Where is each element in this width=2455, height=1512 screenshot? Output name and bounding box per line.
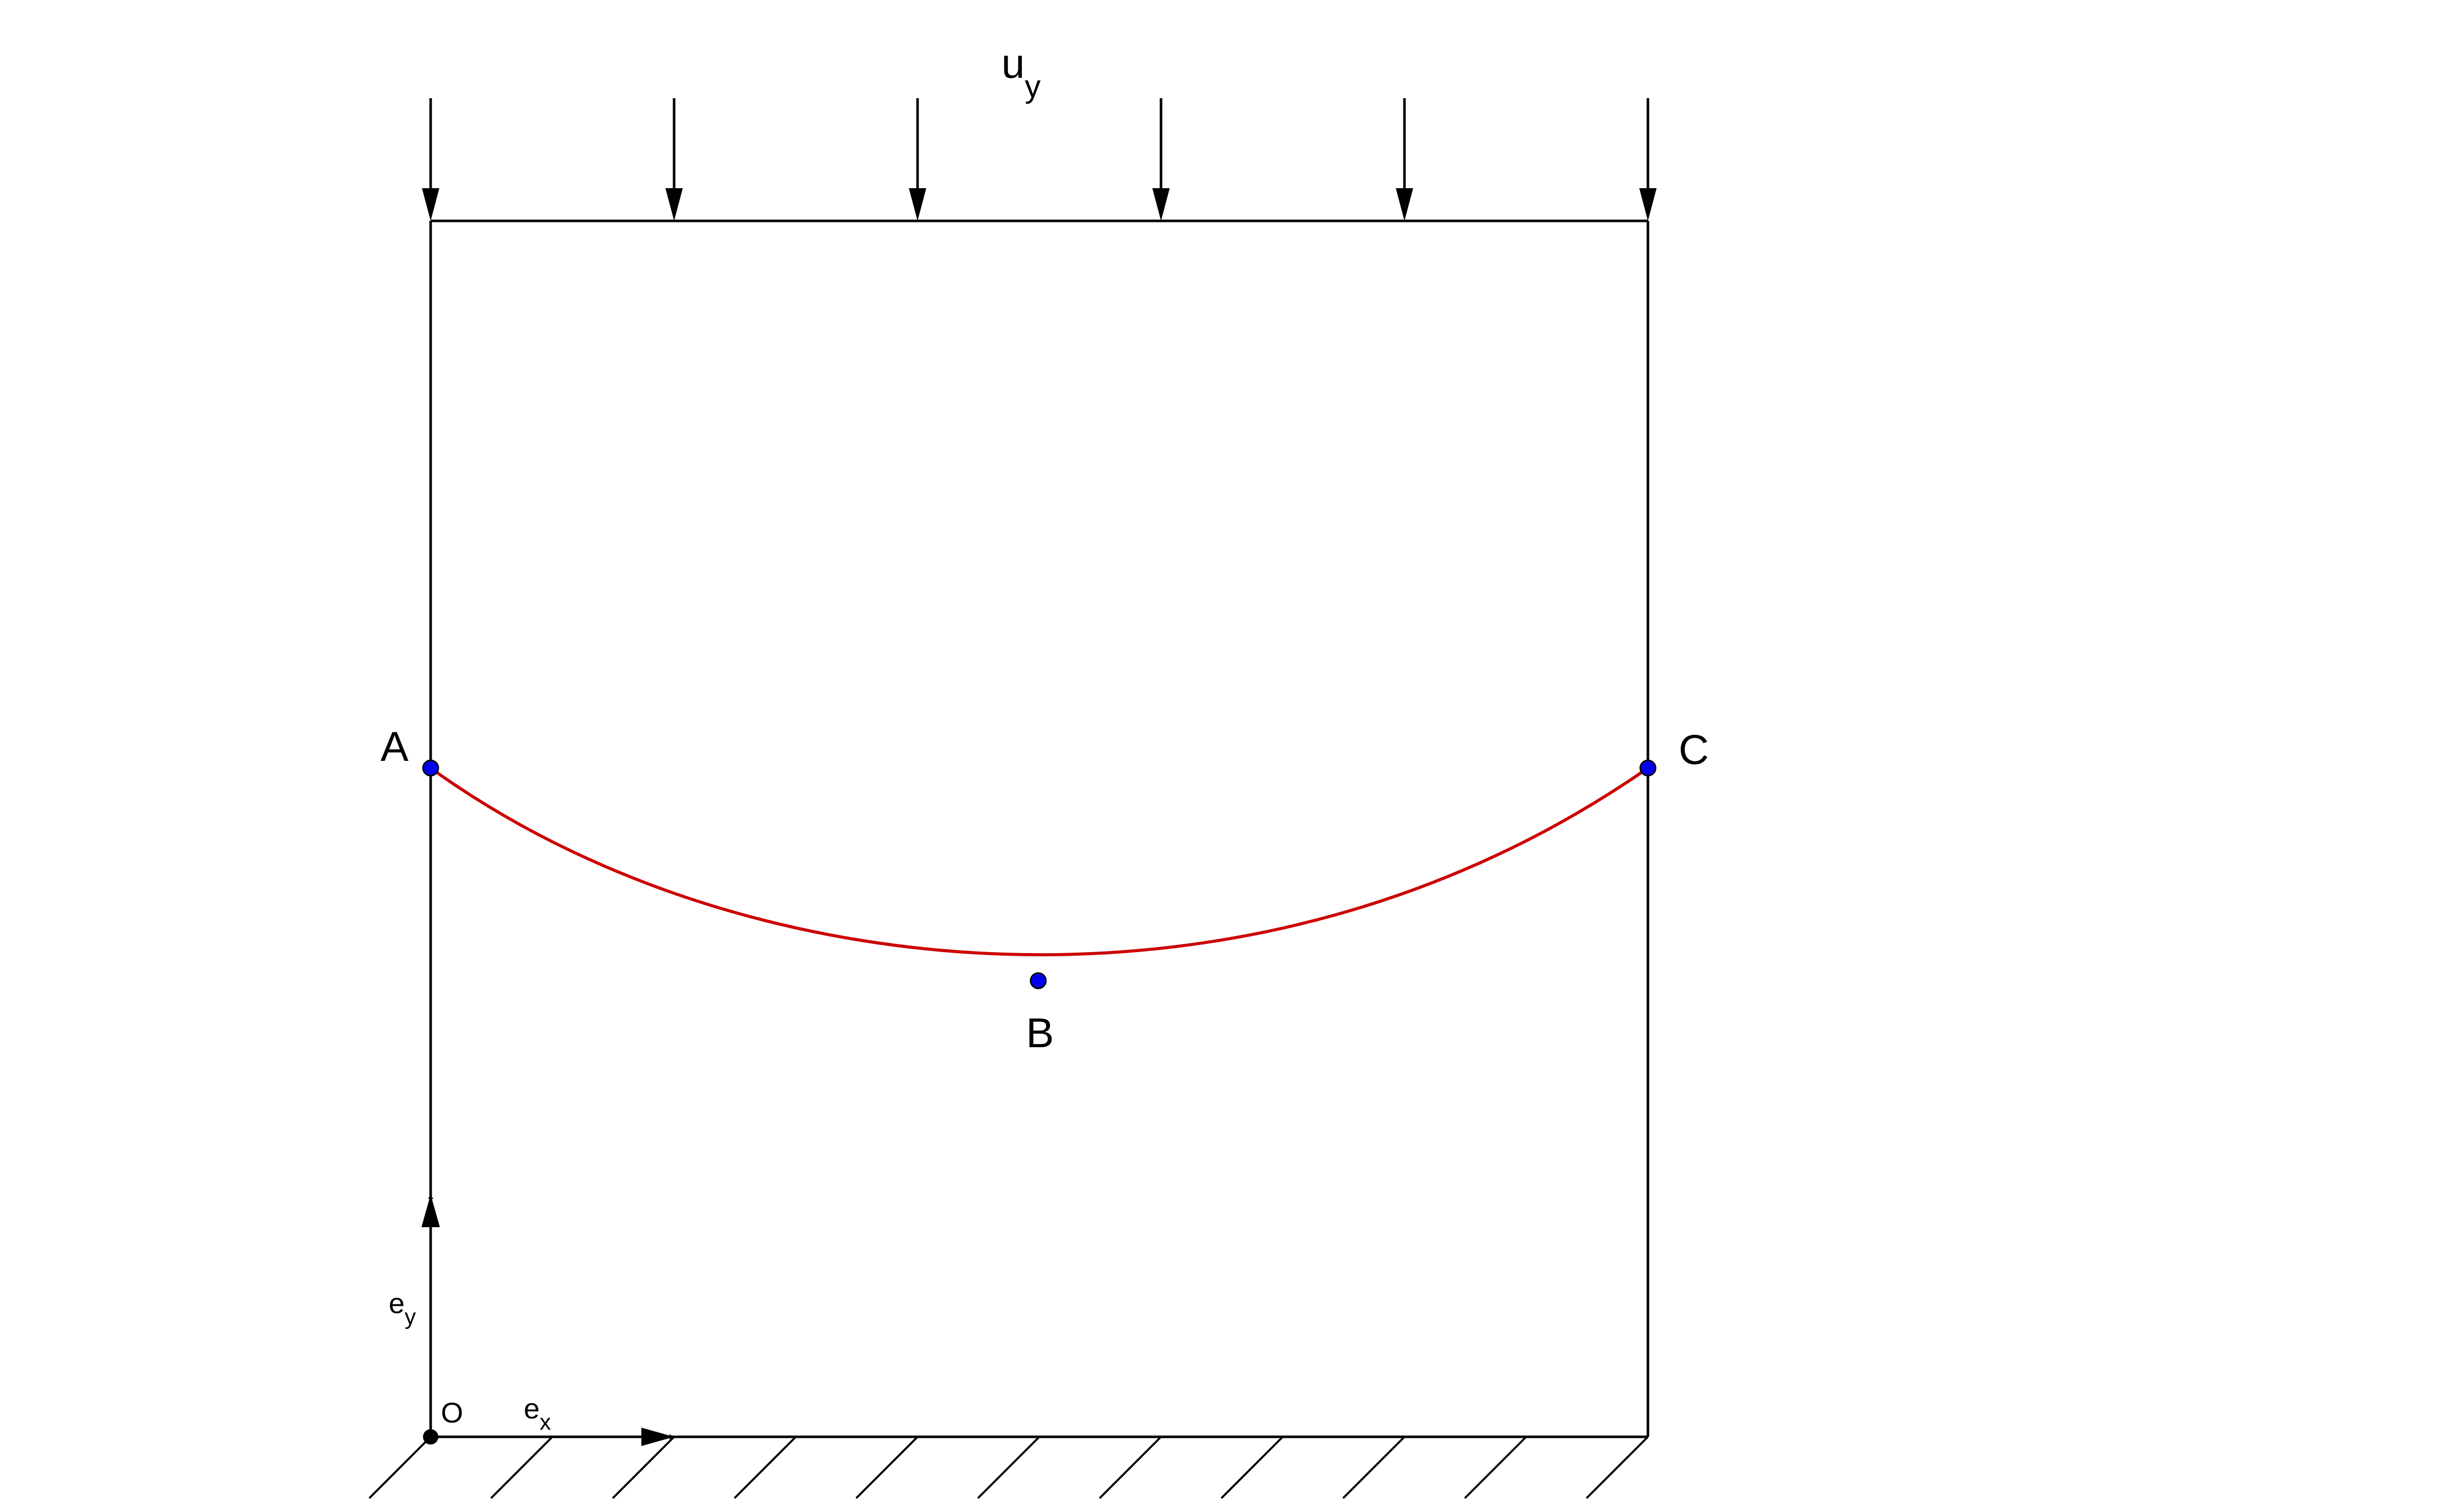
load-arrow (909, 98, 926, 221)
load-arrow (1152, 98, 1170, 221)
load-arrow-head (909, 188, 926, 221)
basis-y-arrowhead (421, 1194, 440, 1227)
load-arrow (422, 98, 439, 221)
load-arrow-head (1639, 188, 1657, 221)
point-a-label: A (381, 724, 409, 770)
load-label-base: u (1001, 40, 1025, 87)
load-label-sub: y (1025, 69, 1041, 104)
ground-hatch-line (733, 1436, 797, 1499)
ground-hatch-line (855, 1436, 919, 1499)
ground-hatch-line (612, 1436, 675, 1499)
basis-x-label: ex (524, 1392, 551, 1435)
point-b-marker (1030, 972, 1047, 989)
ground-hatch-line (1099, 1436, 1162, 1499)
basis-y-label-base: e (389, 1287, 405, 1319)
ground-hatch-line (977, 1436, 1040, 1499)
basis-x-label-sub: x (540, 1410, 551, 1435)
load-arrow-head (1152, 188, 1170, 221)
ground-hatch-line (368, 1436, 432, 1499)
load-arrow-head (665, 188, 683, 221)
load-arrow (665, 98, 683, 221)
origin-point (423, 1429, 438, 1445)
point-a-marker (422, 759, 439, 777)
load-arrows (422, 98, 1657, 221)
point-b-label: B (1026, 1010, 1054, 1056)
ground-hatch-line (1464, 1436, 1527, 1499)
load-arrow (1639, 98, 1657, 221)
basis-x-label-base: e (524, 1392, 540, 1425)
curve-abc (430, 766, 1649, 957)
load-arrow-head (422, 188, 439, 221)
point-c-marker (1639, 759, 1657, 777)
basis-y-label-sub: y (405, 1304, 416, 1329)
basis-y-label: ey (389, 1287, 416, 1329)
ground-hatch-line (1220, 1436, 1284, 1499)
origin-label: O (441, 1396, 463, 1429)
ground-hatching (368, 1436, 1649, 1499)
load-arrow-head (1396, 188, 1413, 221)
ground-hatch-line (1342, 1436, 1405, 1499)
ground-hatch-line (490, 1436, 553, 1499)
ground-hatch-line (1586, 1436, 1649, 1499)
point-c-label: C (1679, 727, 1709, 773)
load-label: uy (1001, 40, 1041, 104)
basis-x-arrowhead (641, 1428, 674, 1446)
load-arrow (1396, 98, 1413, 221)
domain-boundary (429, 219, 1649, 1438)
